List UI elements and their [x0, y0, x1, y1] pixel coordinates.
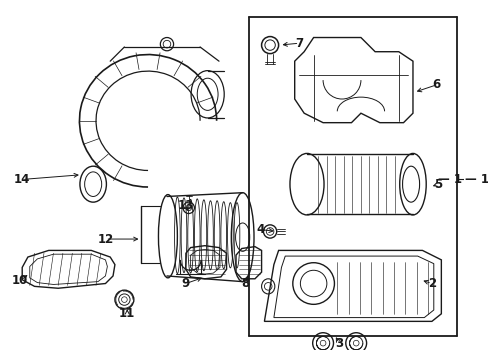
Text: 9: 9 [182, 277, 190, 290]
Text: 10: 10 [12, 274, 28, 287]
Text: 14: 14 [14, 173, 30, 186]
Text: 11: 11 [119, 307, 135, 320]
Text: — 1: — 1 [437, 173, 461, 186]
Text: 7: 7 [295, 37, 303, 50]
Text: 6: 6 [431, 78, 440, 91]
Text: 12: 12 [97, 233, 113, 246]
Text: 5: 5 [433, 178, 442, 191]
Text: 13: 13 [178, 199, 194, 212]
Text: — 1: — 1 [464, 173, 488, 186]
Text: 8: 8 [241, 277, 249, 290]
Text: 3: 3 [334, 337, 343, 350]
Text: 2: 2 [427, 277, 435, 290]
Text: 4: 4 [256, 223, 264, 236]
